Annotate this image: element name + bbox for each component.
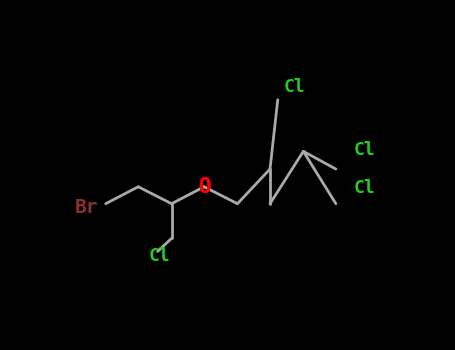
Text: Cl: Cl [354, 179, 375, 197]
Text: Br: Br [75, 198, 98, 217]
Text: Cl: Cl [284, 78, 306, 96]
Text: Cl: Cl [148, 247, 170, 265]
Text: Cl: Cl [354, 141, 375, 159]
Text: O: O [198, 177, 210, 197]
Text: O: O [198, 177, 210, 197]
